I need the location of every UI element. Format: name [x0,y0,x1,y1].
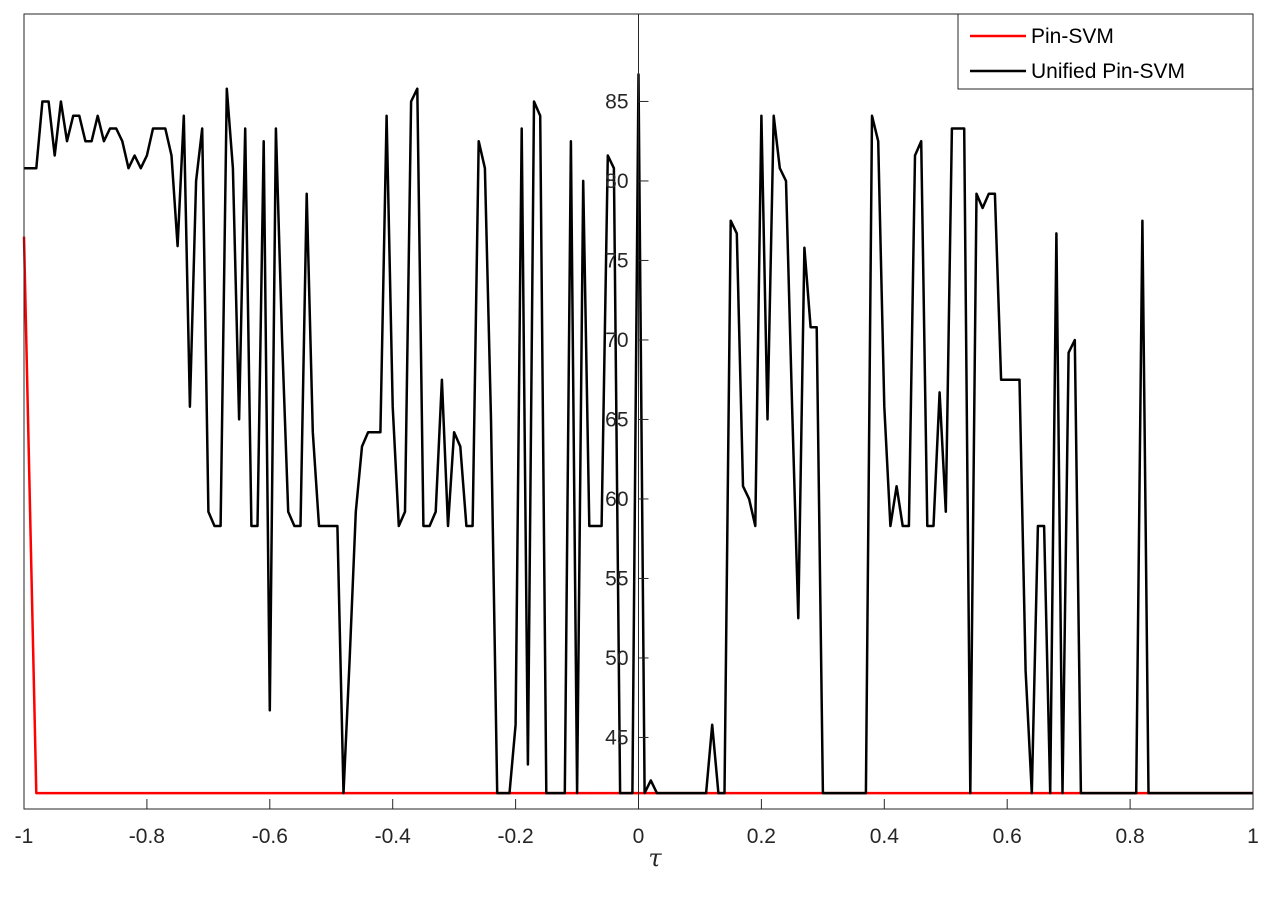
y-tick-label: 50 [605,647,628,670]
legend-box [957,13,1254,90]
y-tick-label: 80 [605,170,628,193]
x-tick-label: -0.8 [129,825,165,848]
series-layer [22,73,1253,795]
y-tick-label: 65 [605,408,628,431]
y-axis-ticks: 45 50 55 60 65 70 75 80 85 [605,90,649,749]
x-tick-label: -0.6 [252,825,288,848]
y-tick-label: 70 [605,329,628,352]
x-tick-label: -0.2 [498,825,534,848]
x-tick-label: 0.6 [993,825,1022,848]
x-tick-label: 0.8 [1115,825,1144,848]
y-tick-label: 60 [605,488,628,511]
x-tick-label: 0.2 [747,825,776,848]
series-unified-pin-svm [24,73,1253,795]
x-tick-label: 0 [633,825,645,848]
y-tick-label: 75 [605,249,628,272]
x-tick-label: -1 [15,825,34,848]
x-axis-ticks: -1 -0.8 -0.6 -0.4 -0.2 0 0.2 0.4 0.6 0.8 1 [15,799,1259,848]
x-axis-label: τ [648,844,662,872]
y-tick-label: 45 [605,726,628,749]
y-tick-label: 85 [605,90,628,113]
x-tick-label: 1 [1247,825,1259,848]
legend-label-unified-pin-svm: Unified Pin-SVM [1031,60,1185,83]
y-tick-label: 55 [605,567,628,590]
x-tick-label: 0.4 [870,825,900,848]
legend-label-pin-svm: Pin-SVM [1031,25,1114,48]
legend: Pin-SVM Unified Pin-SVM [957,13,1254,90]
series-line [24,73,1253,795]
x-tick-label: -0.4 [375,825,412,848]
